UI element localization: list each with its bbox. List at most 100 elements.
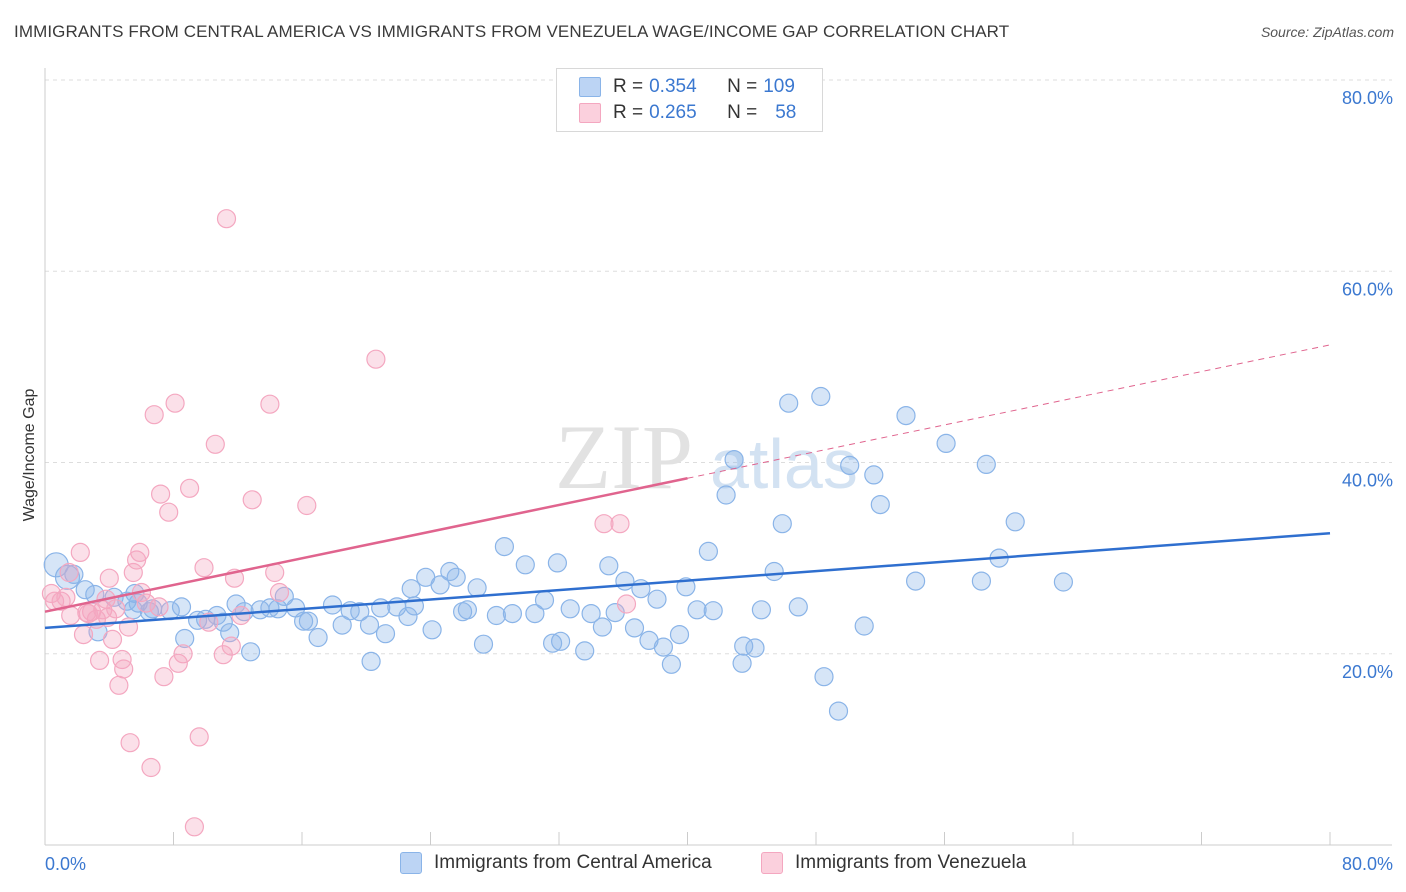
point-central-america xyxy=(864,465,884,485)
point-central-america xyxy=(560,599,580,619)
legend-n-value: 58 xyxy=(775,102,797,123)
point-central-america xyxy=(398,606,418,627)
point-venezuela xyxy=(199,612,219,632)
point-venezuela xyxy=(216,209,237,229)
point-venezuela xyxy=(180,478,200,498)
watermark: ZIP atlas xyxy=(555,406,858,508)
point-central-america xyxy=(1053,572,1074,592)
point-central-america xyxy=(615,571,635,591)
point-central-america xyxy=(241,642,261,662)
point-central-america xyxy=(624,618,645,638)
stats-legend: R = 0.354 N = 109 R = 0.265 N = 58 xyxy=(556,68,823,132)
legend-row-central-america: R = 0.354 N = 109 xyxy=(579,75,795,99)
point-central-america xyxy=(308,627,328,648)
y-axis-label: Wage/Income Gap xyxy=(21,388,38,522)
point-central-america xyxy=(976,454,996,474)
point-venezuela xyxy=(99,568,119,588)
point-venezuela xyxy=(221,636,241,656)
point-central-america xyxy=(298,611,318,631)
x-tick-label: 80.0% xyxy=(1342,854,1393,874)
point-central-america xyxy=(698,541,719,562)
legend-r-label: R = xyxy=(613,102,644,123)
trend-line-venezuela-extension xyxy=(687,344,1331,479)
point-venezuela xyxy=(123,562,143,583)
point-venezuela xyxy=(594,514,614,534)
point-central-america xyxy=(547,553,568,573)
series-swatch-pink xyxy=(761,852,783,874)
point-central-america xyxy=(896,406,916,426)
point-venezuela xyxy=(151,484,171,504)
point-venezuela xyxy=(173,644,193,664)
legend-n-value: 109 xyxy=(763,76,795,97)
point-central-america xyxy=(525,603,545,624)
point-central-america xyxy=(788,597,808,617)
legend-r-value: 0.354 xyxy=(649,76,697,97)
legend-n-label: N = xyxy=(727,76,758,97)
point-central-america xyxy=(676,577,696,597)
point-central-america xyxy=(779,393,799,413)
point-central-america xyxy=(375,624,396,644)
point-central-america xyxy=(703,601,723,621)
point-venezuela xyxy=(59,562,79,583)
point-central-america xyxy=(814,667,834,687)
legend-row-venezuela: R = 0.265 N = 58 xyxy=(579,101,796,125)
point-central-america xyxy=(401,579,421,599)
point-central-america xyxy=(213,612,233,632)
point-venezuela xyxy=(149,597,169,617)
point-venezuela xyxy=(130,542,150,563)
point-central-america xyxy=(581,603,601,624)
point-central-america xyxy=(294,611,314,631)
legend-r-value: 0.265 xyxy=(649,102,697,123)
y-tick-label: 60.0% xyxy=(1342,279,1393,299)
point-central-america xyxy=(446,567,466,587)
point-central-america xyxy=(171,597,192,617)
point-venezuela xyxy=(231,605,251,626)
point-venezuela xyxy=(154,667,174,687)
point-central-america xyxy=(575,641,595,661)
point-central-america xyxy=(716,485,736,505)
point-central-america xyxy=(724,450,744,470)
point-venezuela xyxy=(189,727,209,747)
point-venezuela xyxy=(366,349,386,369)
point-central-america xyxy=(550,631,571,651)
point-venezuela xyxy=(61,605,81,626)
point-central-america xyxy=(971,571,992,591)
point-central-america xyxy=(592,617,613,637)
point-venezuela xyxy=(260,394,280,414)
trend-line-central-america xyxy=(44,532,1331,630)
legend-n-label: N = xyxy=(727,102,758,123)
point-venezuela xyxy=(77,602,97,623)
point-central-america xyxy=(772,514,792,534)
point-central-america xyxy=(599,556,619,576)
series-legend-venezuela: Immigrants from Venezuela xyxy=(761,852,1026,874)
point-venezuela xyxy=(120,733,140,753)
point-central-america xyxy=(870,495,890,515)
point-central-america xyxy=(359,615,380,635)
point-venezuela xyxy=(144,405,164,425)
point-venezuela xyxy=(89,650,110,671)
trend-lines xyxy=(44,344,1331,630)
series-name: Immigrants from Venezuela xyxy=(795,852,1027,873)
point-venezuela xyxy=(159,502,179,522)
point-central-america xyxy=(732,653,752,673)
point-central-america xyxy=(661,654,682,674)
point-venezuela xyxy=(109,675,129,695)
point-central-america xyxy=(745,638,765,658)
y-tick-label: 40.0% xyxy=(1342,471,1393,491)
source-label: Source: ZipAtlas.com xyxy=(1260,24,1394,40)
point-central-america xyxy=(828,701,849,721)
point-central-america xyxy=(473,634,494,654)
point-venezuela xyxy=(102,629,123,650)
point-central-america xyxy=(905,571,926,591)
legend-r-label: R = xyxy=(613,76,644,97)
point-venezuela xyxy=(168,653,188,673)
point-central-america xyxy=(534,590,555,610)
point-venezuela xyxy=(136,593,156,613)
point-central-america xyxy=(687,600,707,620)
point-venezuela xyxy=(205,434,225,454)
legend-swatch-pink xyxy=(579,103,601,123)
point-venezuela xyxy=(56,587,76,607)
y-tick-label: 80.0% xyxy=(1342,88,1393,108)
point-central-america xyxy=(854,616,874,636)
